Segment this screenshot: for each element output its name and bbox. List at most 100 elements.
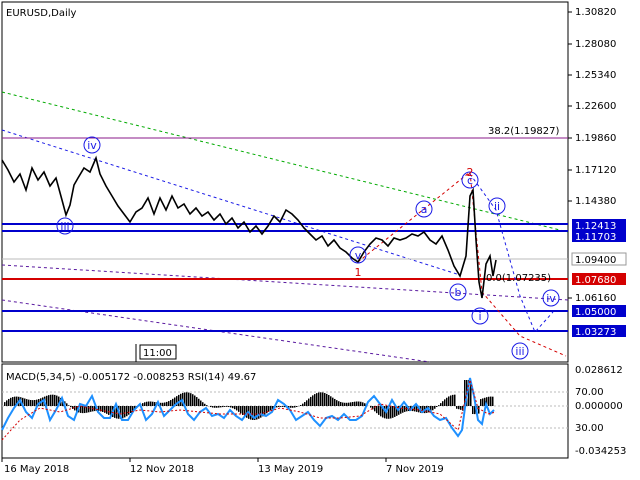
svg-text:iii: iii <box>60 220 69 233</box>
indicator-axis: 0.028612 70.00 0.000000 30.00 -0.034253 <box>575 365 626 457</box>
wave-label-c: c <box>461 171 479 189</box>
time-tick-label: 13 May 2019 <box>258 464 323 475</box>
macd-bar <box>480 399 482 406</box>
macd-bar <box>488 396 490 406</box>
macd-bar <box>144 402 146 406</box>
macd-bar <box>14 396 16 406</box>
svg-text:v: v <box>355 249 362 262</box>
macd-bar <box>290 406 292 408</box>
macd-bar <box>300 405 302 406</box>
macd-bar <box>464 380 466 406</box>
svg-text:30.00: 30.00 <box>575 423 604 434</box>
macd-bar <box>442 401 444 406</box>
macd-bar <box>82 406 84 414</box>
macd-bar <box>240 406 242 414</box>
svg-text:0.028612: 0.028612 <box>575 365 623 376</box>
macd-bar <box>86 406 88 413</box>
macd-bar <box>202 402 204 406</box>
time-tick-label: 7 Nov 2019 <box>386 464 444 475</box>
macd-bar <box>210 406 212 408</box>
wave-label-2: 2 <box>467 166 474 179</box>
wave-label-ii: ii <box>488 197 506 215</box>
macd-bar <box>188 392 190 406</box>
macd-bar <box>172 398 174 406</box>
macd-bar <box>340 401 342 406</box>
macd-bar <box>352 401 354 406</box>
macd-bar <box>276 406 278 408</box>
macd-bar <box>316 393 318 406</box>
macd-bar <box>162 402 164 406</box>
macd-bar <box>10 397 12 406</box>
macd-bar <box>238 406 240 412</box>
macd-bar <box>450 395 452 406</box>
macd-bar <box>270 406 272 411</box>
macd-bar <box>482 398 484 406</box>
macd-bar <box>122 406 124 419</box>
channel-line-upper <box>1 264 569 301</box>
level-label-2: 1.11703 <box>572 230 626 243</box>
macd-bar <box>404 406 406 412</box>
macd-bar <box>320 392 322 406</box>
macd-bar <box>256 406 258 420</box>
macd-bar <box>212 406 214 408</box>
time-tick-label: 12 Nov 2018 <box>130 464 194 475</box>
macd-bar <box>168 401 170 406</box>
wave-label-1: 1 <box>355 266 362 279</box>
svg-text:1.07680: 1.07680 <box>575 275 616 286</box>
macd-bar <box>322 392 324 406</box>
macd-bar <box>160 402 162 406</box>
macd-bar <box>76 406 78 412</box>
level-label-red: 1.07680 <box>572 273 626 286</box>
level-label-4: 1.03273 <box>572 325 626 338</box>
macd-bar <box>454 394 456 406</box>
macd-bar <box>338 401 340 406</box>
macd-bar <box>452 394 454 406</box>
price-tick-label: 1.25340 <box>575 70 616 81</box>
macd-bar <box>380 406 382 417</box>
macd-bar <box>356 401 358 406</box>
svg-text:c: c <box>467 174 473 187</box>
macd-bar <box>236 406 238 411</box>
macd-bar <box>148 401 150 406</box>
macd-bar <box>288 406 290 408</box>
fib-00-label: 0.0(1.07235) <box>486 273 551 284</box>
macd-bar <box>130 406 132 413</box>
svg-text:iv: iv <box>87 139 97 152</box>
svg-text:iv: iv <box>546 292 556 305</box>
price-tick-label: 1.28080 <box>575 39 616 50</box>
trend-line-blue <box>1 129 461 276</box>
macd-bar <box>58 396 60 406</box>
macd-bar <box>254 406 256 420</box>
svg-text:1.09400: 1.09400 <box>575 255 616 266</box>
macd-bar <box>458 406 460 410</box>
main-panel-frame <box>1 1 569 363</box>
macd-bar <box>336 400 338 406</box>
macd-bar <box>292 406 294 408</box>
svg-text:iii: iii <box>515 345 524 358</box>
macd-bar <box>280 406 282 407</box>
macd-bar <box>318 392 320 406</box>
macd-bar <box>440 403 442 406</box>
macd-bar <box>150 401 152 406</box>
macd-bar <box>184 392 186 406</box>
macd-bar <box>264 406 266 415</box>
macd-bar <box>104 406 106 413</box>
macd-bar <box>152 401 154 406</box>
wave-label-a: a <box>415 200 433 218</box>
macd-bar <box>132 406 134 412</box>
macd-bar <box>262 406 264 417</box>
macd-bar <box>204 403 206 406</box>
macd-bar <box>284 406 286 408</box>
macd-bar <box>56 395 58 406</box>
macd-bar <box>24 398 26 406</box>
macd-bar <box>12 397 14 406</box>
macd-bar <box>282 406 284 407</box>
macd-bar <box>200 400 202 406</box>
macd-bar <box>436 406 438 408</box>
macd-bar <box>314 394 316 406</box>
level-label-3: 1.05000 <box>572 305 626 318</box>
macd-bar <box>308 398 310 406</box>
macd-bar <box>8 398 10 406</box>
macd-bar <box>260 406 262 418</box>
